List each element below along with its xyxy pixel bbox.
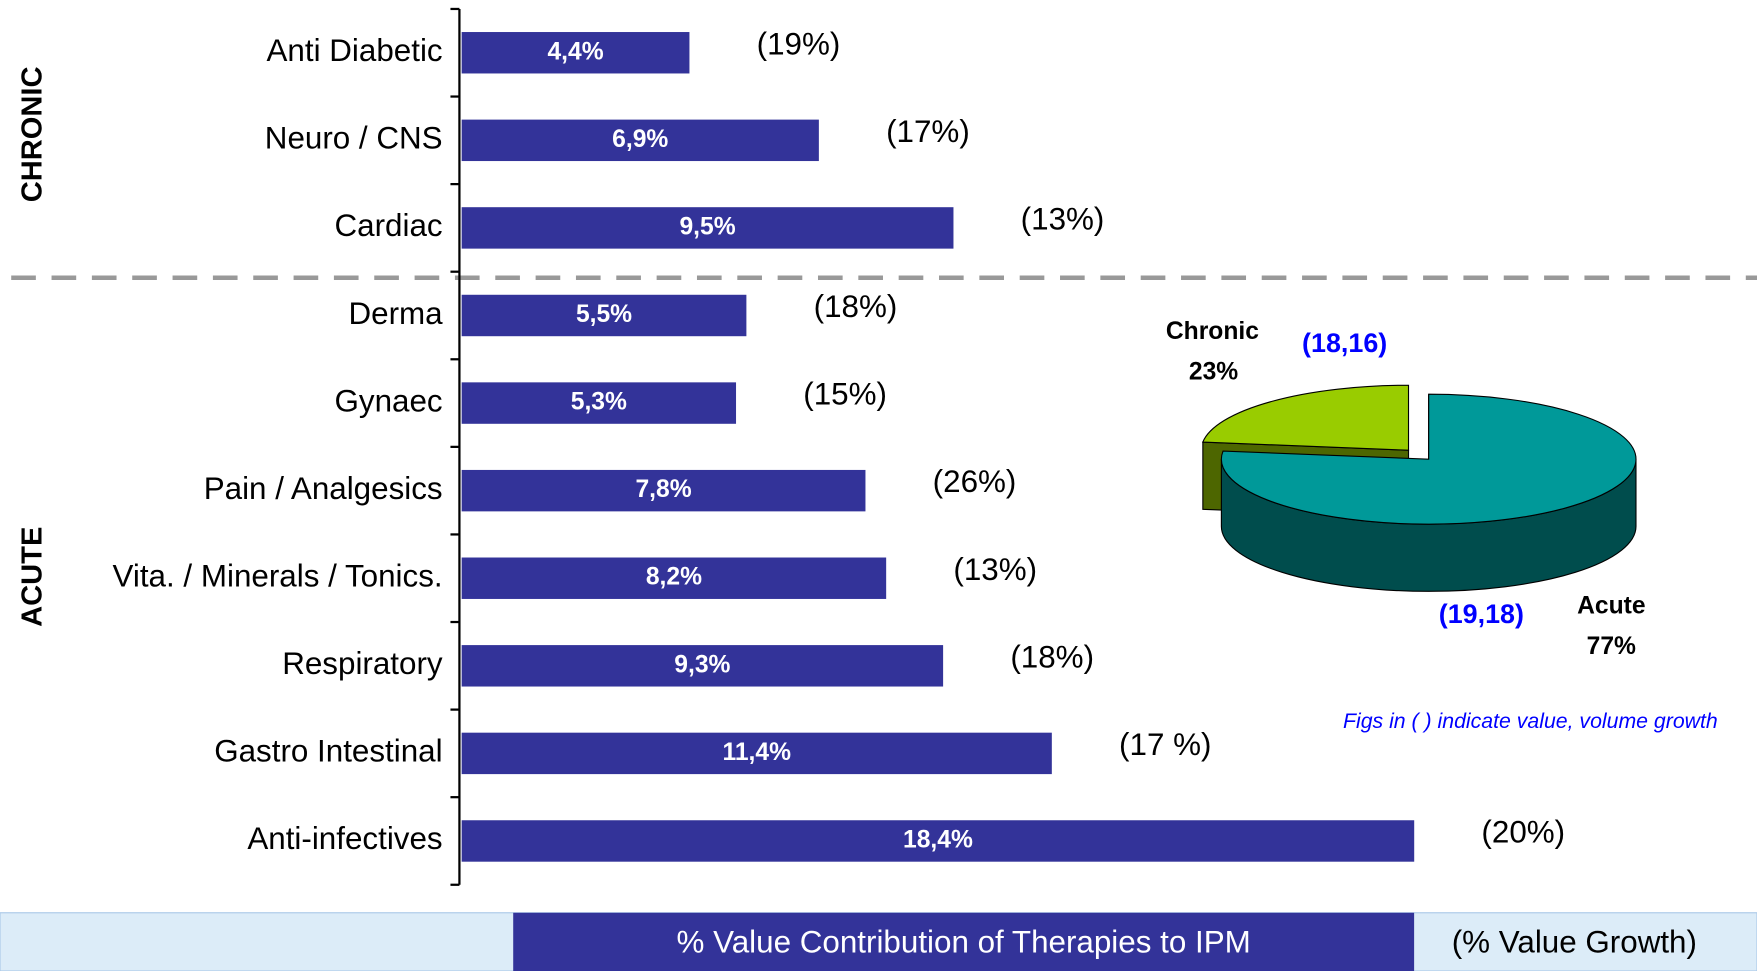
growth-label: (18%) <box>1010 639 1094 674</box>
pie-label: 77% <box>1587 633 1636 660</box>
group-label: ACUTE <box>16 527 48 627</box>
value-label: 11,4% <box>722 739 791 766</box>
category-label: Neuro / CNS <box>265 121 443 156</box>
growth-label: (13%) <box>1021 201 1105 236</box>
value-label: 7,8% <box>635 476 691 503</box>
growth-label: (17 %) <box>1119 727 1211 762</box>
bar <box>461 382 737 424</box>
category-label: Anti-infectives <box>247 821 442 856</box>
growth-label: (15%) <box>803 377 887 412</box>
bar <box>461 294 747 337</box>
pie-label: (19,18) <box>1439 599 1524 629</box>
value-label: 9,5% <box>679 213 735 240</box>
value-label: 4,4% <box>547 38 603 65</box>
bar <box>461 820 1415 862</box>
category-label: Gynaec <box>335 383 443 418</box>
category-label: Pain / Analgesics <box>204 471 443 506</box>
category-label: Respiratory <box>282 646 443 681</box>
legend-entry: (% Value Growth) <box>1452 924 1697 959</box>
pie-slice <box>1220 393 1637 525</box>
category-label: Cardiac <box>335 208 443 243</box>
pie-label: 23% <box>1189 358 1238 385</box>
category-label: Gastro Intestinal <box>214 734 442 769</box>
value-label: 5,5% <box>576 301 632 328</box>
bar <box>461 207 954 249</box>
category-label: Anti Diabetic <box>267 33 443 68</box>
category-label: Vita. / Minerals / Tonics. <box>113 559 443 594</box>
value-label: 9,3% <box>674 651 730 678</box>
bar <box>461 557 887 599</box>
group-label: CHRONIC <box>16 66 48 202</box>
pie-label: Chronic <box>1166 318 1259 345</box>
value-label: 6,9% <box>612 126 668 153</box>
value-label: 18,4% <box>903 826 973 853</box>
bar <box>461 119 819 162</box>
growth-label: (26%) <box>933 464 1017 499</box>
bar <box>461 469 866 512</box>
pie-slice <box>1202 384 1410 451</box>
pie-label: Acute <box>1577 593 1645 620</box>
pie-note: Figs in ( ) indicate value, volume growt… <box>1343 709 1718 733</box>
growth-label: (19%) <box>757 26 841 61</box>
growth-label: (18%) <box>814 289 898 324</box>
category-label: Derma <box>348 296 443 331</box>
growth-label: (20%) <box>1481 815 1565 850</box>
legend-entry: % Value Contribution of Therapies to IPM <box>677 924 1251 959</box>
growth-label: (13%) <box>953 552 1037 587</box>
value-label: 5,3% <box>571 389 627 416</box>
bar <box>461 732 1052 775</box>
bar <box>461 645 944 687</box>
value-label: 8,2% <box>646 564 702 591</box>
bar <box>461 32 690 74</box>
legend-swatch <box>513 912 1415 971</box>
pie-label: (18,16) <box>1302 328 1387 358</box>
growth-label: (17%) <box>886 114 970 149</box>
